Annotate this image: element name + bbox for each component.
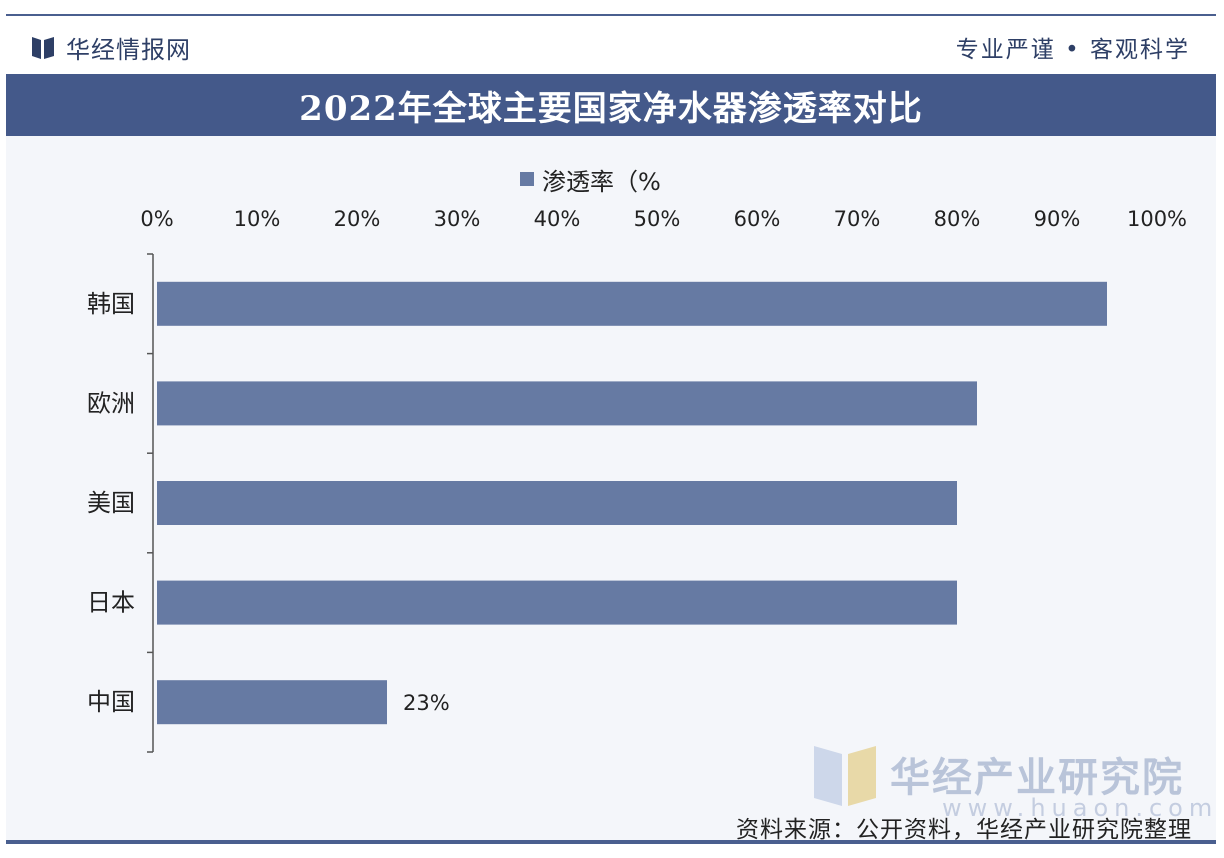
slogan: 专业严谨 • 客观科学 — [955, 37, 1190, 63]
x-tick-label: 40% — [534, 207, 581, 231]
bar — [157, 481, 957, 525]
y-category-label: 欧洲 — [87, 389, 135, 417]
bar — [157, 680, 387, 725]
x-tick-label: 10% — [234, 207, 281, 231]
source-note: 资料来源：公开资料，华经产业研究院整理 — [736, 817, 1192, 843]
bar — [157, 381, 977, 426]
watermark-logo-icon — [814, 746, 876, 806]
legend-label: 渗透率（% — [542, 167, 661, 196]
watermark-text: 华经产业研究院 — [890, 755, 1184, 801]
y-category-label: 韩国 — [87, 290, 135, 318]
x-tick-label: 20% — [334, 207, 381, 231]
brand-header: 华经情报网 — [30, 30, 191, 64]
x-tick-label: 60% — [734, 207, 781, 231]
watermark-url: www.huaon.com — [942, 794, 1219, 822]
y-category-label: 美国 — [87, 489, 135, 517]
x-tick-label: 50% — [634, 207, 681, 231]
x-tick-label: 80% — [934, 207, 981, 231]
chart-legend: 渗透率（% — [520, 164, 661, 196]
watermark: 华经产业研究院 www.huaon.com — [814, 742, 1212, 822]
brand-name: 华经情报网 — [66, 35, 191, 64]
page-frame — [6, 14, 1216, 844]
x-tick-label: 100% — [1127, 207, 1187, 231]
y-category-label: 中国 — [87, 688, 135, 716]
x-tick-label: 70% — [834, 207, 881, 231]
chart-title: 2022年全球主要国家净水器渗透率对比 — [6, 74, 1216, 136]
bar — [157, 580, 957, 625]
x-tick-label: 90% — [1034, 207, 1081, 231]
legend-swatch — [520, 172, 534, 186]
bar — [157, 281, 1107, 326]
brand-logo-icon — [32, 37, 54, 59]
x-tick-label: 0% — [140, 207, 173, 231]
x-tick-label: 30% — [434, 207, 481, 231]
data-label: 23% — [403, 691, 450, 715]
y-category-label: 日本 — [87, 589, 135, 617]
